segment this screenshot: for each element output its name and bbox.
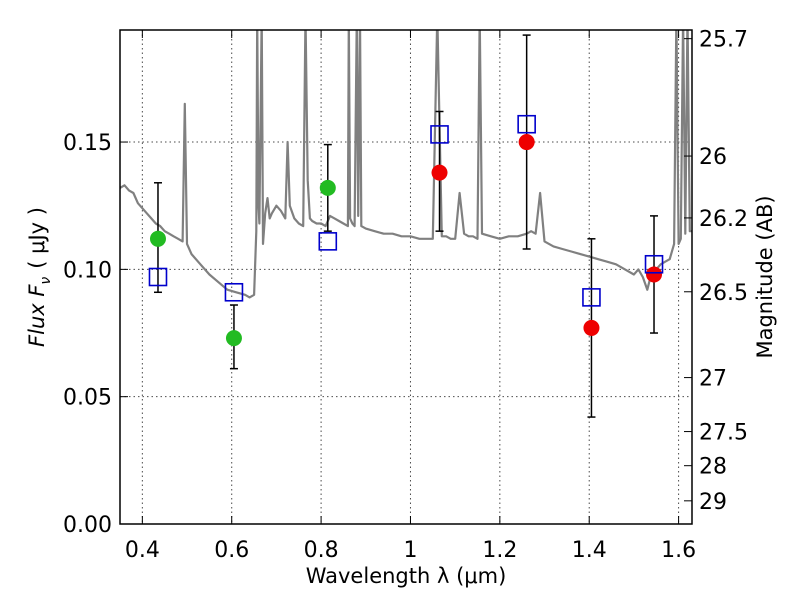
model-spectrum-line	[120, 30, 692, 299]
x-tick-label: 1.6	[661, 538, 696, 563]
right-tick-label: 26.5	[699, 281, 748, 306]
data-point-square	[318, 232, 338, 251]
right-tick-label: 29	[699, 490, 727, 515]
x-tick-label: 1	[403, 538, 417, 563]
y-axis-label-tail: ( μJy )	[25, 207, 49, 269]
data-point-red	[518, 134, 535, 151]
x-tick-label: 0.6	[214, 538, 249, 563]
y-axis-label-sub: ν	[38, 277, 54, 285]
data-point-green	[319, 179, 336, 196]
x-tick-label: 1.4	[572, 538, 607, 563]
right-tick-label: 26	[699, 145, 727, 170]
x-tick-label: 0.4	[125, 538, 160, 563]
y-tick-label: 0.05	[63, 386, 112, 411]
grid	[120, 30, 692, 524]
x-axis-ticks: 0.4 0.6 0.8 1 1.2 1.4 1.6	[125, 30, 696, 563]
y-axis-label-main: Flux F	[25, 284, 49, 347]
data-point-green	[225, 330, 242, 347]
right-tick-label: 26.2	[699, 207, 748, 232]
x-axis-label: Wavelength λ (μm)	[306, 564, 507, 588]
data-point-green	[149, 230, 166, 247]
y-tick-label: 0.15	[63, 131, 112, 156]
right-tick-label: 27	[699, 367, 727, 392]
right-axis-ticks: 25.7 26 26.2 26.5 27 27.5 28 29	[684, 28, 748, 515]
right-axis-label: Magnitude (AB)	[753, 195, 777, 358]
data-point-square	[224, 282, 244, 302]
plot-frame	[119, 29, 693, 525]
y-tick-label: 0.10	[63, 258, 112, 283]
plot-area	[120, 30, 692, 524]
y-tick-label: 0.00	[63, 513, 112, 538]
y-axis-ticks: 0.00 0.05 0.10 0.15	[63, 131, 128, 538]
right-tick-label: 27.5	[699, 421, 748, 446]
model-spectrum	[120, 30, 692, 299]
data-point-red	[646, 266, 663, 283]
data-point-red	[431, 164, 448, 181]
data-point-square	[582, 288, 601, 307]
x-tick-label: 0.8	[304, 538, 339, 563]
data-markers	[148, 114, 664, 347]
data-point-square	[644, 254, 664, 274]
right-tick-label: 25.7	[699, 28, 748, 53]
y-axis-label: Flux Fν ( μJy )	[25, 207, 54, 347]
data-point-red	[583, 319, 600, 336]
x-tick-label: 1.2	[482, 538, 517, 563]
data-point-square	[148, 267, 168, 287]
right-tick-label: 28	[699, 455, 727, 480]
data-point-square	[517, 114, 536, 134]
data-point-square	[430, 125, 449, 144]
